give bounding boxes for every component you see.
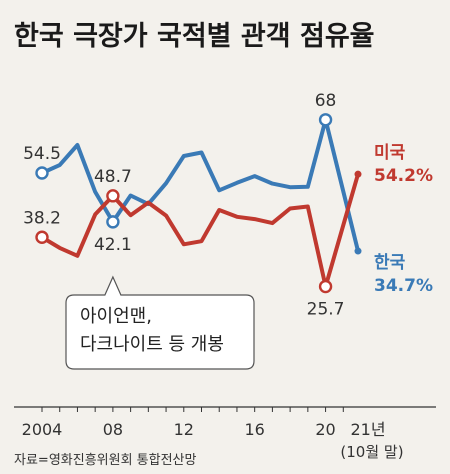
data-labels: 54.5 42.1 68 한국 34.7% 38.2 48.7 25.7 미국 54.2%: [23, 91, 433, 320]
x-tick-label: 20: [315, 420, 335, 439]
data-value-label: 48.7: [94, 167, 132, 187]
annotation-line: 아이언맨,: [80, 306, 152, 327]
data-value-label: 38.2: [23, 208, 61, 228]
annotation-line: 다크나이트 등 개봉: [80, 334, 224, 355]
data-point-marker: [106, 189, 120, 203]
series-lines: [35, 113, 362, 294]
x-tick-label: 08: [103, 420, 123, 439]
annotation-bubble: [65, 275, 255, 370]
data-point-marker: [35, 230, 49, 244]
series-end-value: 54.2%: [374, 166, 433, 186]
series-end-name: 한국: [374, 253, 406, 273]
data-value-label: 42.1: [94, 235, 132, 255]
series-end-name: 미국: [374, 143, 406, 163]
chart-title: 한국 극장가 국적별 관객 점유율: [14, 21, 375, 52]
series-line-us: [40, 172, 360, 289]
x-tick-label: 12: [174, 420, 194, 439]
data-point-marker: [106, 215, 120, 229]
x-tick-label: 2004: [22, 420, 63, 439]
x-axis: 2004 08 12 16 20 21년 (10월 말): [14, 406, 436, 461]
annotation-callout: 아이언맨, 다크나이트 등 개봉: [65, 275, 255, 370]
series-end-point: [354, 170, 362, 178]
x-tick-label: 21년: [350, 420, 385, 439]
series-end-point: [354, 247, 362, 255]
x-tick-label: 16: [244, 420, 264, 439]
data-point-marker: [318, 113, 333, 127]
data-value-label: 25.7: [307, 300, 345, 320]
series-line-korea: [40, 117, 360, 253]
x-tick-sublabel: (10월 말): [340, 443, 403, 461]
source-note: 자료=영화진흥위원회 통합전산망: [14, 453, 197, 468]
series-end-value: 34.7%: [374, 276, 433, 296]
data-value-label: 68: [315, 91, 337, 111]
data-value-label: 54.5: [23, 144, 61, 164]
data-point-marker: [318, 279, 333, 294]
data-point-marker: [35, 166, 49, 180]
